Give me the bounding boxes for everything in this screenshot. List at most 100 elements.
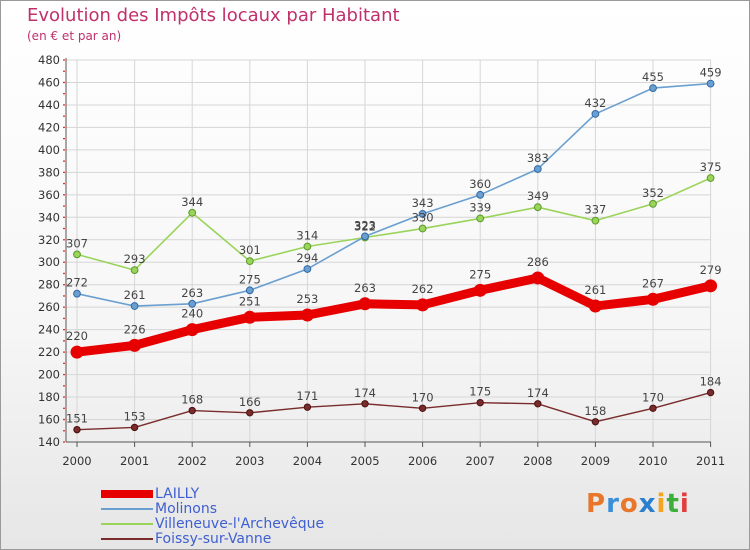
- y-tick-label: 240: [38, 323, 60, 337]
- data-point: [649, 84, 657, 92]
- chart-title: Evolution des Impôts locaux par Habitant: [27, 5, 400, 26]
- data-point: [591, 216, 600, 225]
- data-label: 262: [412, 282, 434, 296]
- y-tick-label: 420: [38, 120, 60, 134]
- legend-swatch: [101, 538, 153, 540]
- y-tick-label: 180: [38, 390, 60, 404]
- data-point: [649, 404, 657, 412]
- data-label: 171: [296, 389, 318, 403]
- data-label: 294: [296, 251, 318, 265]
- data-point: [245, 257, 254, 266]
- data-point: [73, 425, 81, 434]
- data-label: 301: [239, 243, 261, 257]
- data-label: 275: [239, 272, 261, 286]
- data-label: 251: [239, 294, 261, 308]
- data-label: 151: [66, 412, 88, 426]
- data-point: [128, 338, 142, 352]
- y-tick-label: 380: [38, 165, 60, 179]
- y-tick-label: 280: [38, 278, 60, 292]
- data-point: [188, 406, 196, 415]
- data-label: 226: [124, 322, 146, 336]
- data-labels: 272 261 263 275 294 323 343 360 383 432 455 459 307 2…: [66, 66, 722, 426]
- data-point: [704, 279, 718, 293]
- data-label: 330: [412, 211, 434, 225]
- proxiti-logo: Proxiti: [586, 489, 690, 519]
- data-point: [188, 299, 197, 308]
- data-point: [243, 310, 257, 324]
- data-point: [73, 250, 81, 259]
- data-point: [303, 265, 312, 273]
- data-point: [533, 203, 542, 212]
- data-label: 432: [584, 96, 606, 110]
- x-tick-label: 2010: [638, 454, 667, 468]
- data-label: 349: [527, 189, 549, 203]
- data-label: 174: [354, 386, 376, 400]
- data-label: 158: [584, 404, 606, 418]
- data-point: [534, 400, 542, 408]
- data-label: 240: [181, 307, 203, 321]
- x-tick-label: 2001: [120, 454, 149, 468]
- data-point: [300, 308, 314, 322]
- series-layer: [70, 79, 718, 434]
- y-tick-label: 340: [38, 210, 60, 224]
- data-label: 455: [642, 70, 664, 84]
- data-point: [361, 232, 369, 241]
- data-point: [591, 110, 600, 118]
- data-point: [130, 423, 139, 432]
- data-point: [358, 297, 372, 311]
- data-point: [473, 283, 487, 297]
- data-label: 166: [239, 395, 261, 409]
- data-label: 261: [584, 283, 606, 297]
- data-label: 275: [469, 267, 491, 281]
- data-point: [476, 214, 485, 223]
- data-label: 344: [181, 195, 203, 209]
- axes: 140 160 180 200 220 240 260 280 300 320 340 360 380 4…: [38, 53, 725, 468]
- series-line: [76, 82, 712, 307]
- y-tick-label: 360: [38, 188, 60, 202]
- data-label: 314: [296, 229, 318, 243]
- y-tick-label: 220: [38, 345, 60, 359]
- y-tick-label: 260: [38, 300, 60, 314]
- data-point: [531, 271, 545, 285]
- y-tick-label: 300: [38, 255, 60, 269]
- logo-letter: P: [586, 489, 607, 519]
- data-label: 263: [181, 286, 203, 300]
- data-point: [73, 289, 81, 298]
- x-tick-label: 2011: [696, 454, 725, 468]
- data-label: 170: [642, 390, 664, 404]
- data-point: [418, 224, 427, 233]
- chart-subtitle: (en € et par an): [27, 29, 122, 43]
- data-label: 375: [700, 160, 722, 174]
- data-point: [130, 266, 139, 275]
- data-label: 339: [469, 200, 491, 214]
- data-point: [130, 302, 139, 310]
- y-tick-label: 480: [38, 53, 60, 67]
- logo-letter: t: [666, 489, 680, 519]
- data-label: 175: [469, 385, 491, 399]
- legend-label: Villeneuve-l'Archevêque: [155, 516, 325, 532]
- y-tick-label: 400: [38, 143, 60, 157]
- data-label: 272: [66, 276, 88, 290]
- data-point: [649, 199, 657, 208]
- data-point: [303, 242, 312, 251]
- x-tick-label: 2004: [293, 454, 322, 468]
- data-label: 153: [124, 409, 146, 423]
- y-tick-label: 200: [38, 368, 60, 382]
- data-label: 323: [354, 218, 376, 232]
- data-label: 286: [527, 255, 549, 269]
- data-label: 307: [66, 236, 88, 250]
- data-point: [418, 404, 427, 412]
- data-point: [476, 398, 484, 407]
- x-tick-label: 2007: [466, 454, 495, 468]
- y-tick-label: 460: [38, 75, 60, 89]
- data-point: [185, 323, 199, 337]
- data-label: 459: [700, 66, 722, 80]
- data-label: 360: [469, 177, 491, 191]
- legend-swatch: [101, 490, 153, 498]
- data-label: 253: [296, 292, 318, 306]
- series-line: [72, 273, 716, 357]
- logo-letter: i: [656, 489, 667, 519]
- data-point: [476, 190, 485, 199]
- x-tick-label: 2008: [523, 454, 552, 468]
